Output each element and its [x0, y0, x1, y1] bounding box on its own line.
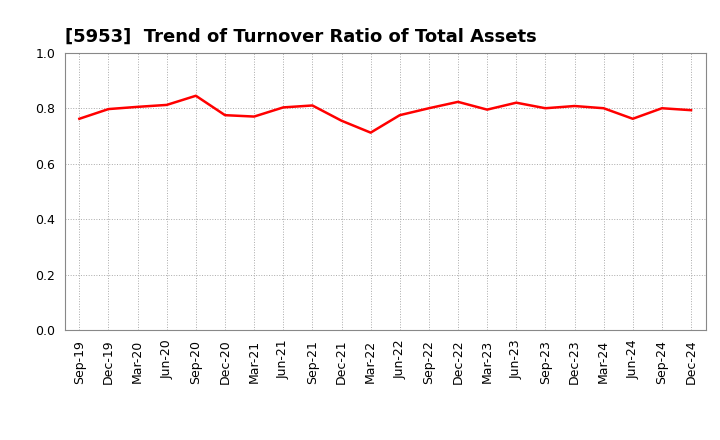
- Text: [5953]  Trend of Turnover Ratio of Total Assets: [5953] Trend of Turnover Ratio of Total …: [65, 28, 536, 46]
